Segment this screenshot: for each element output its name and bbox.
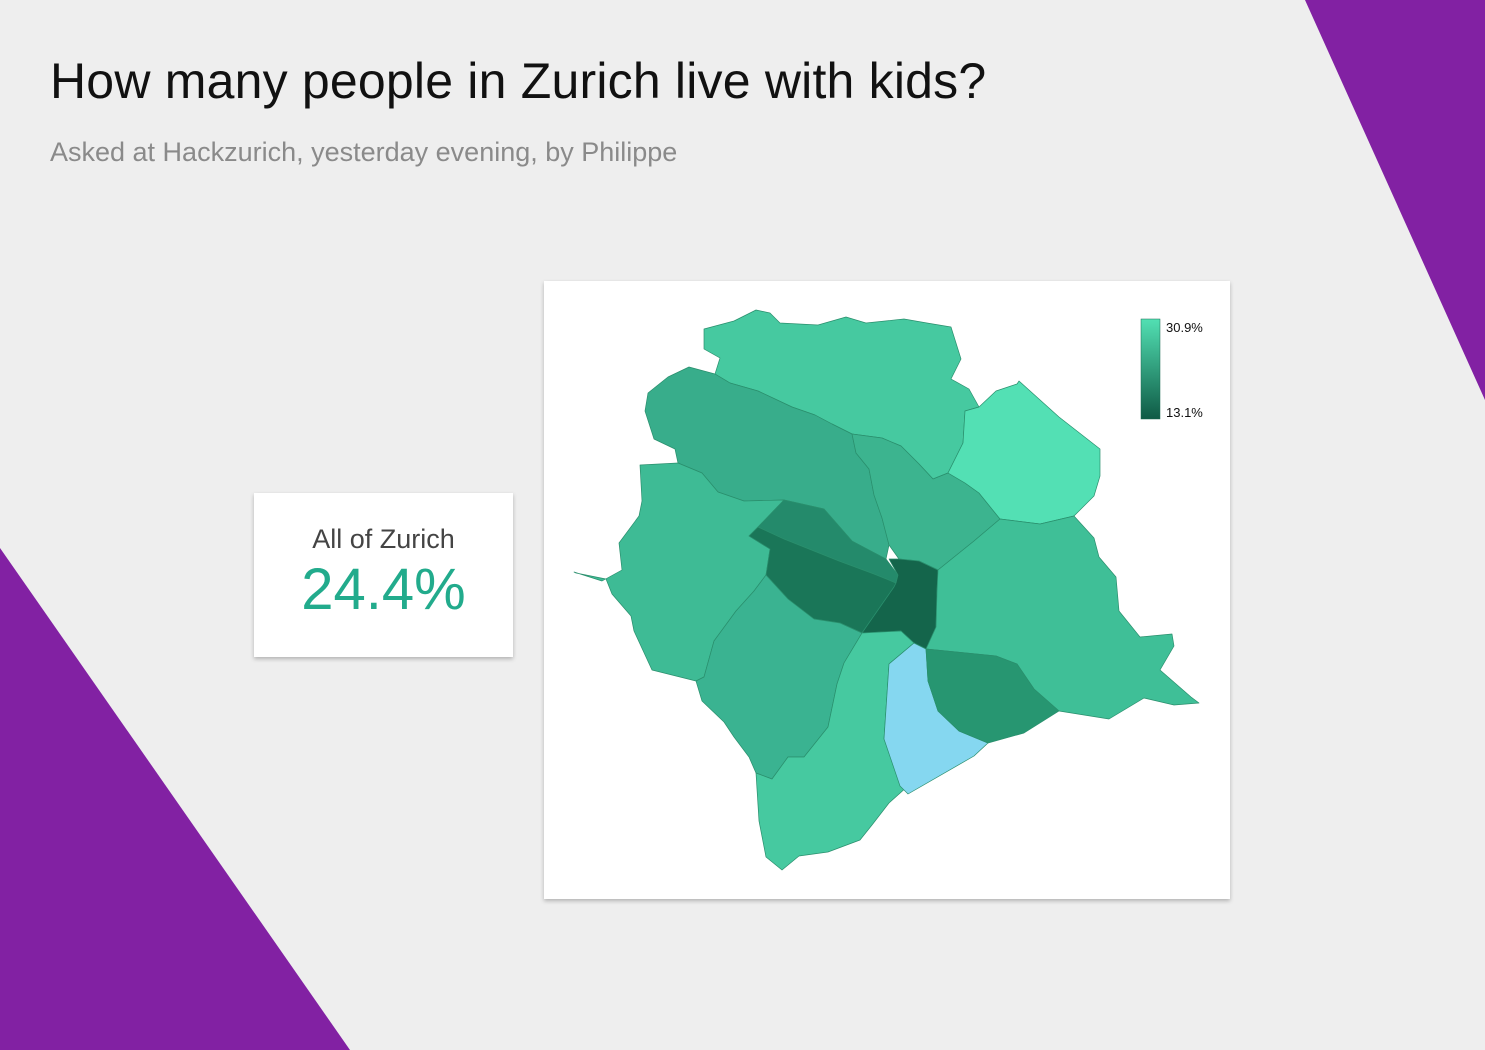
map-card: 30.9% 13.1% [544,281,1230,899]
legend-max-label: 30.9% [1166,320,1203,335]
legend-color-bar [1140,318,1161,420]
legend-min-label: 13.1% [1166,405,1203,420]
zurich-choropleth-map: 30.9% 13.1% [573,309,1203,871]
purple-bottom-left-shape [0,548,350,1050]
summary-card: All of Zurich 24.4% [254,493,513,657]
summary-label: All of Zurich [312,524,455,554]
district-east[interactable] [925,515,1200,720]
district-northeast[interactable] [947,380,1101,525]
purple-top-right-shape [1305,0,1485,400]
summary-value: 24.4% [301,557,466,622]
page-title: How many people in Zurich live with kids… [50,53,987,109]
page-subtitle: Asked at Hackzurich, yesterday evening, … [50,137,678,167]
district-southeast-shore[interactable] [925,648,1060,744]
